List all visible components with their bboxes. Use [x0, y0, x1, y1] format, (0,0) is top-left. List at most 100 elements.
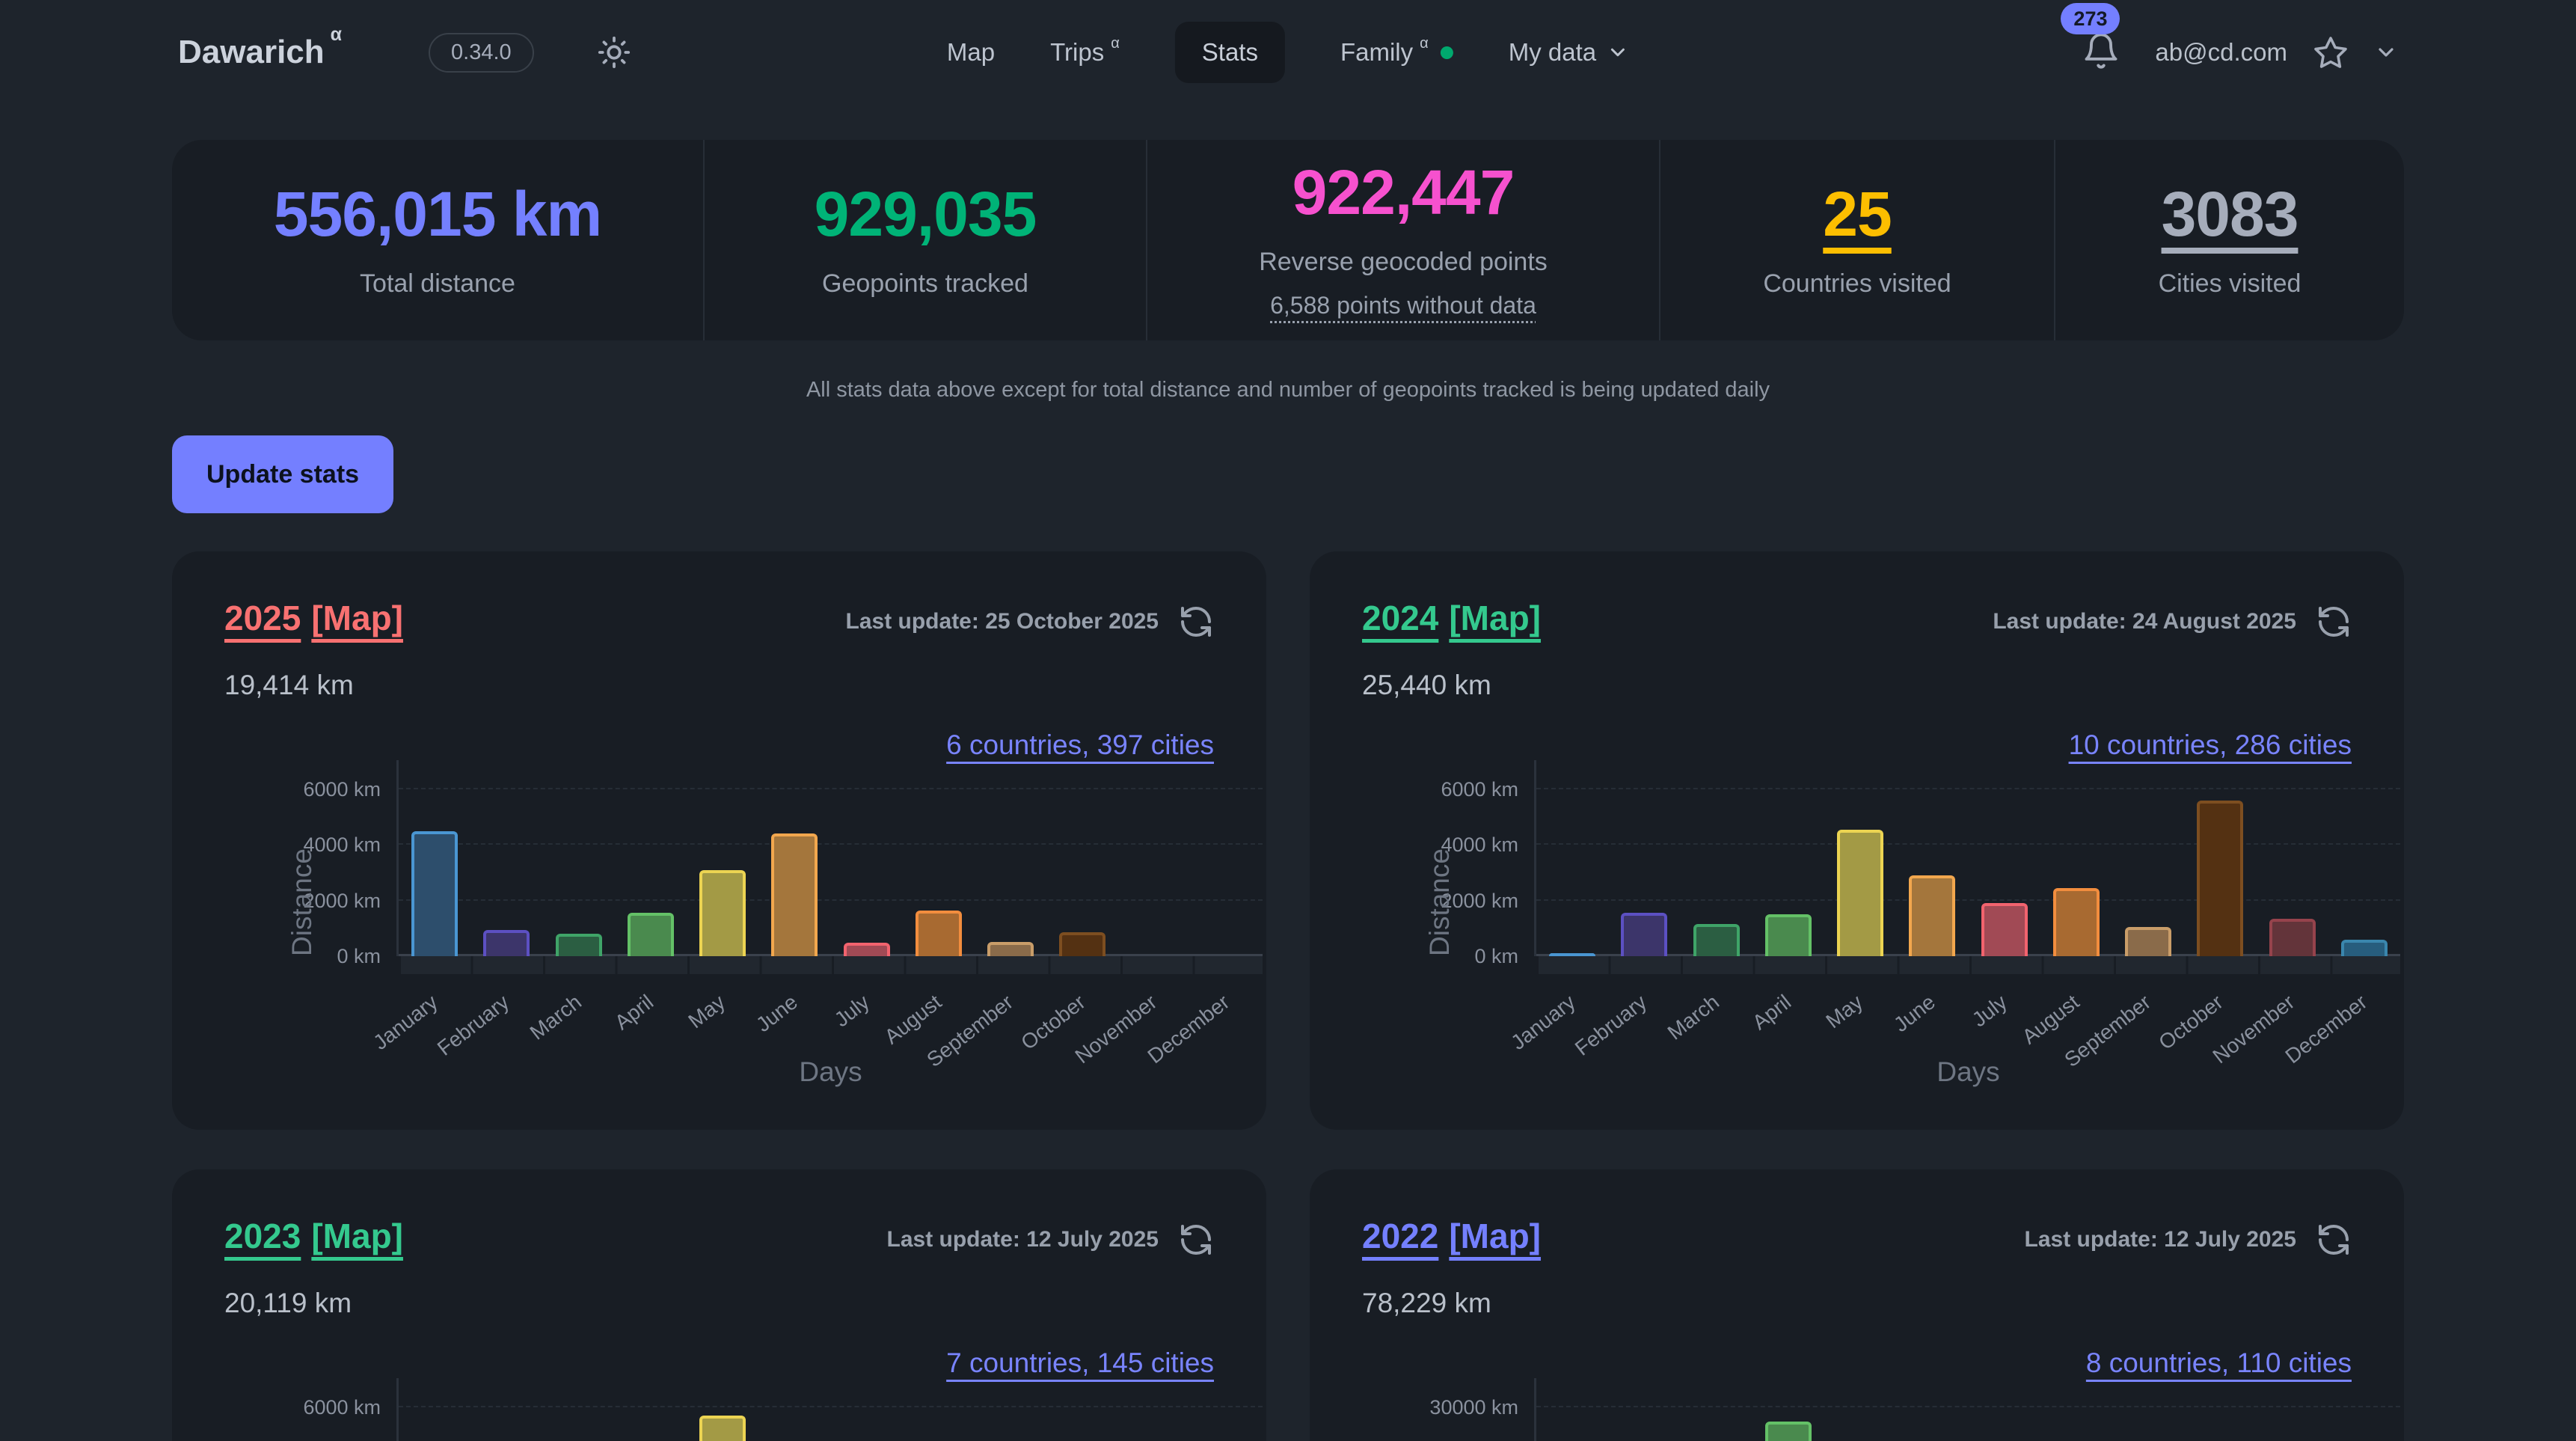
- refresh-ccw-icon[interactable]: [2316, 604, 2352, 640]
- points-without-data-link[interactable]: 6,588 points without data: [1270, 292, 1536, 319]
- map-link[interactable]: [Map]: [1449, 599, 1541, 637]
- year-card-2023: 2023 [Map] Last update: 12 July 2025 20,1…: [172, 1169, 1266, 1441]
- x-tick-label: August: [880, 990, 946, 1049]
- chevron-down-icon[interactable]: [2374, 40, 2398, 64]
- update-stats-button[interactable]: Update stats: [172, 435, 394, 513]
- last-update-label: Last update: 12 July 2025: [2024, 1227, 2297, 1252]
- gridline: [399, 788, 1263, 789]
- nav-map[interactable]: Map: [946, 38, 996, 66]
- bar-august: [2052, 887, 2100, 956]
- map-link[interactable]: [Map]: [311, 1217, 403, 1255]
- bar-april: [1764, 1421, 1812, 1441]
- bars-row: [399, 1378, 1263, 1441]
- bar-january: [1549, 953, 1596, 956]
- x-tick-label: May: [1821, 990, 1868, 1033]
- nav-family[interactable]: Family α: [1340, 35, 1453, 67]
- x-tick-label: February: [1571, 990, 1652, 1060]
- map-link[interactable]: [Map]: [311, 599, 403, 637]
- year-distance: 25,440 km: [1362, 670, 1491, 700]
- bar-april: [1764, 914, 1812, 956]
- refresh-ccw-icon[interactable]: [2316, 1222, 2352, 1258]
- year-link[interactable]: 2025: [224, 599, 301, 637]
- stat-value: 922,447: [1292, 157, 1515, 227]
- gridline: [1536, 954, 2400, 956]
- year-link[interactable]: 2024: [1362, 599, 1439, 637]
- nav-my-data[interactable]: My data: [1509, 38, 1629, 67]
- chart-2023: 6000 kmJanuaryFebruaryMarchAprilMayJuneJ…: [303, 1378, 1263, 1441]
- bar-november: [2269, 918, 2316, 956]
- countries-cities-link[interactable]: 10 countries, 286 cities: [2068, 729, 2352, 760]
- x-axis-strip: [399, 956, 1263, 974]
- countries-visited-link[interactable]: 25: [1823, 178, 1892, 249]
- refresh-ccw-icon[interactable]: [1178, 604, 1214, 640]
- y-tick-label: 2000 km: [303, 889, 381, 912]
- stat-countries-visited: 25 Countries visited: [1659, 140, 2054, 340]
- x-tick-label: June: [1889, 990, 1939, 1037]
- y-tick-label: 6000 km: [303, 1396, 381, 1419]
- bar-april: [627, 913, 674, 956]
- year-link[interactable]: 2022: [1362, 1217, 1439, 1255]
- cities-visited-link[interactable]: 3083: [2161, 178, 2299, 249]
- stat-label: Geopoints tracked: [822, 269, 1028, 298]
- x-tick-label: January: [368, 990, 442, 1055]
- countries-cities-link[interactable]: 6 countries, 397 cities: [946, 729, 1214, 760]
- nav-trips[interactable]: Trips α: [1050, 34, 1120, 67]
- navbar-right: 273 ab@cd.com: [2061, 2, 2398, 74]
- stat-label: Cities visited: [2158, 269, 2301, 298]
- bar-october: [1059, 932, 1106, 956]
- map-link[interactable]: [Map]: [1449, 1217, 1541, 1255]
- bar-february: [1621, 913, 1668, 956]
- gridline: [399, 899, 1263, 901]
- bars-row: [1536, 760, 2400, 956]
- year-card-2024: 2024 [Map] Last update: 24 August 2025 25…: [1310, 551, 2404, 1130]
- x-tick-label: January: [1506, 990, 1580, 1055]
- gridline: [1536, 1406, 2400, 1407]
- bar-september: [987, 941, 1034, 956]
- gridline: [399, 1406, 1263, 1407]
- year-link[interactable]: 2023: [224, 1217, 301, 1255]
- bar-july: [1981, 903, 2028, 956]
- stat-value: 929,035: [814, 178, 1037, 249]
- card-title: 2022 [Map]: [1362, 1216, 1541, 1256]
- bar-march: [1693, 924, 1740, 956]
- sun-icon[interactable]: [597, 35, 631, 70]
- bar-december: [2340, 939, 2388, 956]
- stat-cities-visited: 3083 Cities visited: [2054, 140, 2404, 340]
- y-tick-label: 30000 km: [1429, 1396, 1518, 1419]
- bar-september: [2125, 926, 2172, 956]
- x-tick-label: July: [829, 990, 874, 1032]
- x-tick-label: March: [1663, 990, 1723, 1044]
- chart-2024: 0 km 2000 km 4000 km 6000 km January February…: [1424, 760, 2400, 1087]
- user-email[interactable]: ab@cd.com: [2155, 38, 2287, 66]
- y-tick-label: 0 km: [337, 945, 381, 967]
- countries-cities-link[interactable]: 8 countries, 110 cities: [2085, 1347, 2352, 1378]
- bars-row: [399, 760, 1263, 956]
- nav-stats[interactable]: Stats: [1174, 22, 1285, 83]
- y-tick-label: 6000 km: [1441, 778, 1518, 801]
- countries-cities-link[interactable]: 7 countries, 145 cities: [946, 1347, 1214, 1378]
- bell-icon[interactable]: [2082, 31, 2120, 70]
- y-tick-label: 2000 km: [1441, 889, 1518, 912]
- last-update-label: Last update: 25 October 2025: [845, 609, 1159, 634]
- chart-2022: 30000 kmJanuaryFebruaryMarchAprilMayJune…: [1429, 1378, 2400, 1441]
- brand-link[interactable]: Dawarich α: [178, 24, 343, 70]
- card-title: 2025 [Map]: [224, 598, 403, 638]
- main-nav: Map Trips α Stats Family α My data: [947, 0, 1629, 105]
- gridline: [1536, 843, 2400, 845]
- bar-january: [411, 830, 459, 956]
- last-update-label: Last update: 24 August 2025: [1993, 609, 2296, 634]
- year-distance: 78,229 km: [1362, 1288, 1491, 1318]
- year-distance: 20,119 km: [224, 1288, 352, 1318]
- year-card-2025: 2025 [Map] Last update: 25 October 2025 1…: [172, 551, 1266, 1130]
- stat-total-distance: 556,015 km Total distance: [172, 140, 703, 340]
- star-icon[interactable]: [2313, 34, 2349, 70]
- navbar: Dawarich α 0.34.0 Map Trips α Stats Family…: [0, 0, 2576, 105]
- y-tick-label: 6000 km: [303, 778, 381, 801]
- refresh-ccw-icon[interactable]: [1178, 1222, 1214, 1258]
- main-content: 556,015 km Total distance 929,035 Geopoi…: [172, 140, 2404, 1441]
- x-tick-label: April: [1747, 990, 1796, 1035]
- stats-update-note: All stats data above except for total di…: [806, 378, 1770, 402]
- stat-label: Total distance: [360, 269, 515, 298]
- y-axis-title: Distance: [1424, 848, 1455, 956]
- year-card-2022: 2022 [Map] Last update: 12 July 2025 78,2…: [1310, 1169, 2404, 1441]
